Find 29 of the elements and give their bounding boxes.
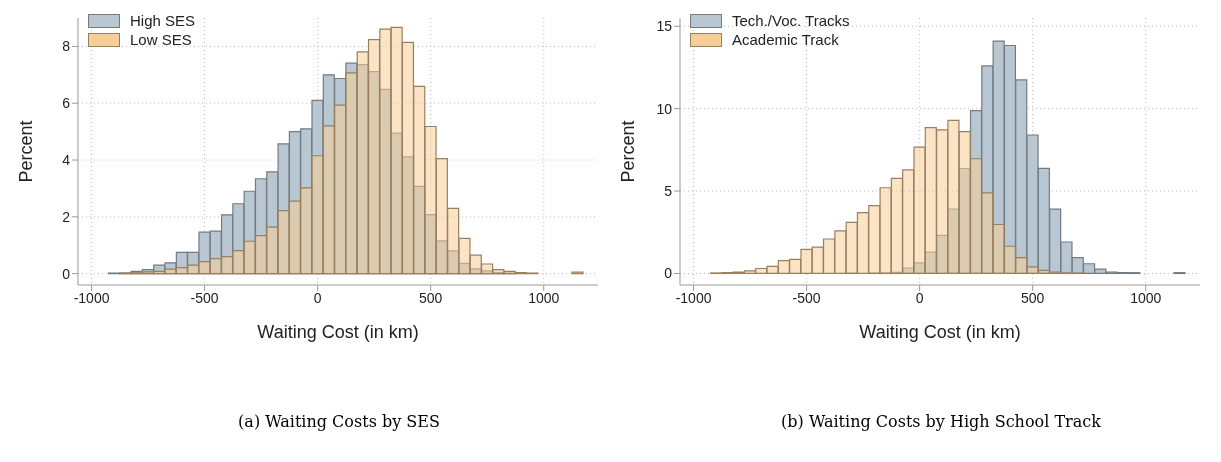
y-tick-label: 10	[656, 100, 673, 117]
y-axis-title: Percent	[16, 120, 37, 183]
x-tick-label: -500	[792, 289, 821, 306]
x-tick-label: 1000	[528, 289, 560, 306]
y-tick-label: 0	[664, 265, 673, 282]
x-tick-label: -500	[190, 289, 219, 306]
legend-label: Academic Track	[732, 31, 839, 48]
legend-label: Tech./Voc. Tracks	[732, 12, 850, 29]
y-tick-label: 4	[62, 151, 71, 168]
x-tick-label: 0	[313, 289, 322, 306]
y-tick-label: 2	[62, 208, 71, 225]
x-tick-label: 0	[915, 289, 924, 306]
x-axis-title: Waiting Cost (in km)	[257, 322, 419, 342]
y-tick-label: 6	[62, 95, 71, 112]
y-axis-title: Percent	[618, 120, 639, 183]
y-tick-label: 0	[62, 265, 71, 282]
legend-label: High SES	[130, 12, 196, 29]
y-tick-label: 8	[62, 38, 71, 55]
y-tick-label: 5	[664, 183, 673, 200]
y-tick-label: 15	[656, 18, 673, 35]
x-tick-label: 1000	[1130, 289, 1162, 306]
legend-label: Low SES	[130, 31, 192, 48]
x-tick-label: 500	[1021, 289, 1045, 306]
x-tick-label: -1000	[675, 289, 712, 306]
x-axis-title: Waiting Cost (in km)	[859, 322, 1021, 342]
x-tick-label: 500	[419, 289, 443, 306]
text: (a) Waiting Costs by SES	[237, 412, 441, 431]
x-tick-label: -1000	[73, 289, 110, 306]
text: (b) Waiting Costs by High School Track	[780, 412, 1102, 431]
